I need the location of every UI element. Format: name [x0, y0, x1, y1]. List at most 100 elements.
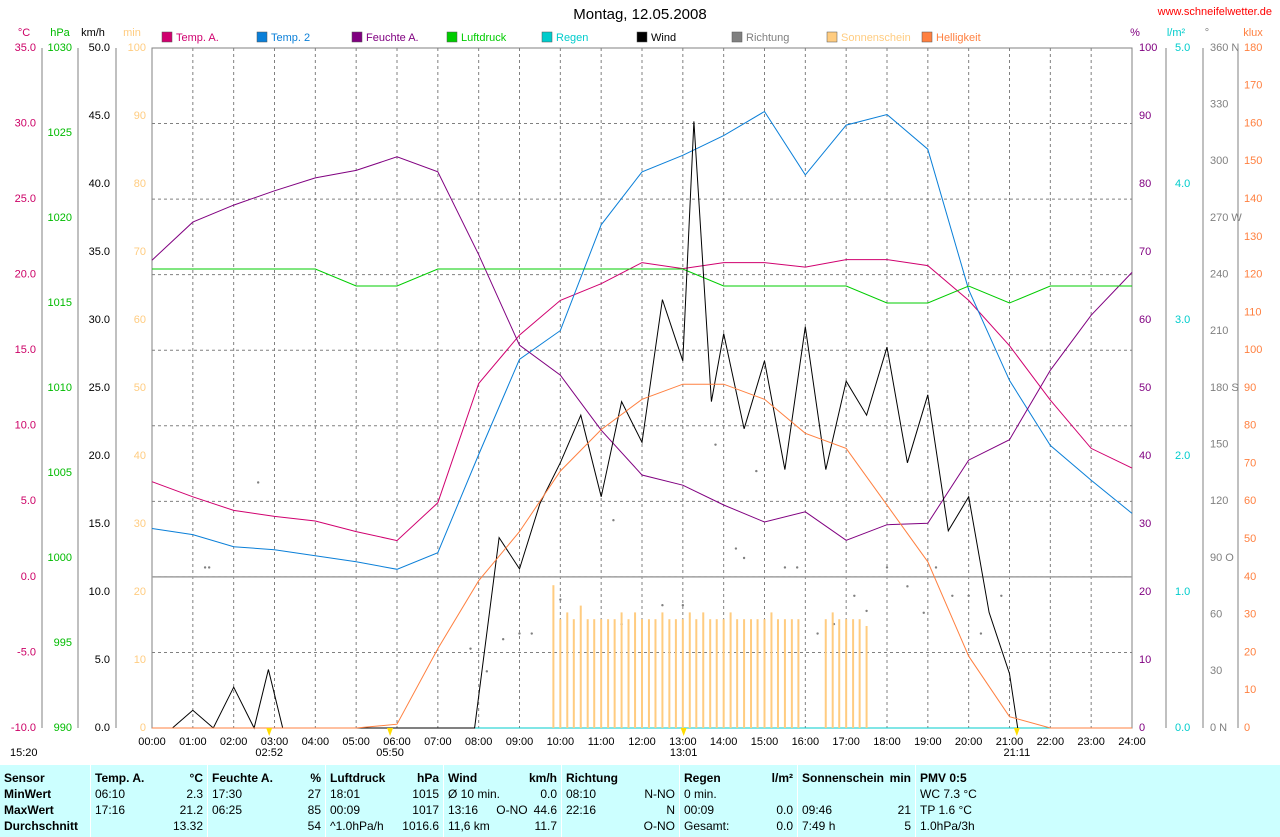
table-row: 00:09 1017 — [330, 802, 439, 818]
x-tick-label: 24:00 — [1118, 736, 1146, 748]
cell-right: 1017 — [412, 803, 439, 817]
sunshine-bar — [845, 619, 848, 728]
cell-left: Regen — [684, 771, 721, 785]
table-row: 17:30 27 — [212, 786, 321, 802]
cell-left — [95, 818, 173, 834]
cell-left: 13:16 — [448, 803, 479, 817]
y-tick-label: 20 — [1139, 586, 1151, 598]
table-row: ^1.0hPa/h 1016.6 — [330, 818, 439, 834]
cell-right: 1015 — [412, 787, 439, 801]
legend-swatch — [446, 31, 458, 43]
table-header: Temp. A. °C — [95, 770, 203, 786]
y-tick-label: 50 — [1139, 382, 1151, 394]
table-row: 00:09 0.0 — [684, 802, 793, 818]
chart: Montag, 12.05.2008 www.schneifelwetter.d… — [10, 6, 1272, 759]
direction-dot — [795, 566, 799, 569]
cell-left: 06:25 — [212, 803, 243, 817]
table-row: 11,6 km 11.7 — [448, 818, 557, 834]
direction-dot — [885, 566, 889, 569]
cell-right: hPa — [416, 771, 439, 785]
y-tick-label: 0 — [140, 722, 146, 734]
table-header: PMV 0:5 — [920, 770, 1011, 786]
table-header: Richtung — [566, 770, 675, 786]
direction-dot — [714, 443, 717, 446]
sunshine-bar — [688, 612, 691, 728]
y-tick-label: 110 — [1244, 306, 1262, 318]
y-tick-label: 240 — [1210, 269, 1228, 281]
legend-label: Sonnenschein — [841, 32, 911, 44]
cell-right: 54 — [307, 819, 321, 833]
cell-right: °C — [189, 771, 203, 785]
y-tick-label: 15.0 — [15, 344, 36, 356]
y-tick-label: 0 — [1244, 722, 1250, 734]
y-tick-label: 90 — [1139, 110, 1151, 122]
axis-unit: hPa — [50, 27, 70, 39]
cell-right: N-NO — [644, 787, 675, 801]
x-tick-label: 21:00 — [996, 736, 1024, 748]
sunshine-bar — [838, 619, 841, 728]
source: www.schneifelwetter.de — [1157, 6, 1272, 18]
y-tick-label: 160 — [1244, 117, 1262, 129]
cell-left: MinWert — [4, 787, 52, 801]
cell-right: 0.0 — [776, 819, 793, 833]
table-row: 54 — [212, 818, 321, 834]
sunshine-bar — [702, 612, 705, 728]
y-tick-label: 90 O — [1210, 552, 1234, 564]
cell-left — [212, 818, 308, 834]
y-tick-label: -10.0 — [11, 722, 36, 734]
cell-left: Sonnenschein — [802, 771, 885, 785]
y-tick-label: 1020 — [48, 212, 72, 224]
x-tick-label: 22:00 — [1037, 736, 1065, 748]
y-tick-label: 10 — [1244, 684, 1256, 696]
direction-dot — [1000, 594, 1003, 597]
direction-dot — [530, 632, 533, 635]
direction-dot — [661, 604, 664, 607]
direction-dot — [979, 632, 983, 635]
y-tick-label: 300 — [1210, 155, 1228, 167]
y-tick-label: 60 — [1210, 609, 1222, 621]
table-row: TP 1.6 °C — [920, 802, 1011, 818]
direction-dot — [783, 566, 787, 569]
table-row: 09:46 21 — [802, 802, 911, 818]
cell-right: 44.6 — [533, 803, 557, 817]
cell-right: O-NO — [643, 819, 675, 833]
axis-unit: km/h — [81, 27, 105, 39]
cell-left: 0 min. — [684, 787, 717, 801]
sunshine-bar — [552, 585, 555, 728]
y-tick-label: 30 — [1210, 665, 1222, 677]
sunshine-bar — [756, 619, 759, 728]
cell-right: 1016.6 — [402, 819, 439, 833]
y-tick-label: 90 — [1244, 382, 1256, 394]
direction-dot — [203, 566, 207, 569]
y-tick-label: 30.0 — [89, 314, 110, 326]
sunshine-bar — [790, 619, 793, 728]
legend-label: Feuchte A. — [366, 32, 419, 44]
cell-left: Feuchte A. — [212, 771, 273, 785]
y-tick-label: 20.0 — [15, 269, 36, 281]
cell-right: km/h — [528, 771, 557, 785]
direction-dot — [207, 566, 211, 569]
cell-right: % — [310, 771, 321, 785]
legend-swatch — [161, 31, 173, 43]
table-column: Sensor MinWert MaxWert Durchschnitt — [0, 765, 90, 837]
cell-left: 09:46 — [802, 803, 833, 817]
sunshine-bar — [743, 619, 746, 728]
sunshine-bar — [579, 605, 582, 728]
sunshine-bar — [831, 612, 834, 728]
y-tick-label: 40.0 — [89, 178, 110, 190]
series-line — [151, 259, 1133, 542]
y-tick-label: 1030 — [48, 42, 72, 54]
y-tick-label: 70 — [134, 246, 146, 258]
legend-label: Luftdruck — [461, 32, 507, 44]
y-tick-label: 0 N — [1210, 722, 1227, 734]
sunshine-bar — [620, 612, 623, 728]
y-tick-label: 30 — [1139, 518, 1151, 530]
y-tick-label: 1025 — [48, 127, 72, 139]
cell-left — [802, 786, 911, 802]
sun-marker — [1013, 728, 1020, 736]
legend-swatch — [826, 31, 838, 43]
series-line — [152, 268, 1132, 304]
y-tick-label: 20 — [1244, 646, 1256, 658]
y-tick-label: 3.0 — [1175, 314, 1190, 326]
annotation: 21:11 — [1003, 747, 1030, 759]
